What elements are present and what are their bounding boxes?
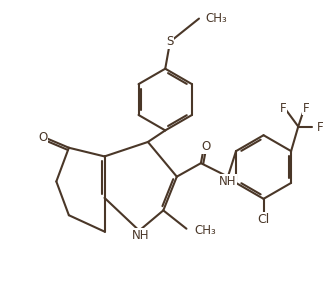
Text: O: O xyxy=(201,140,210,153)
Text: CH₃: CH₃ xyxy=(206,12,227,25)
Text: O: O xyxy=(38,131,47,144)
Text: S: S xyxy=(166,35,174,48)
Text: F: F xyxy=(279,102,286,115)
Text: Cl: Cl xyxy=(257,213,270,226)
Text: F: F xyxy=(303,102,309,115)
Text: NH: NH xyxy=(219,175,237,188)
Text: CH₃: CH₃ xyxy=(194,224,216,237)
Text: F: F xyxy=(317,121,323,134)
Text: NH: NH xyxy=(131,229,149,242)
